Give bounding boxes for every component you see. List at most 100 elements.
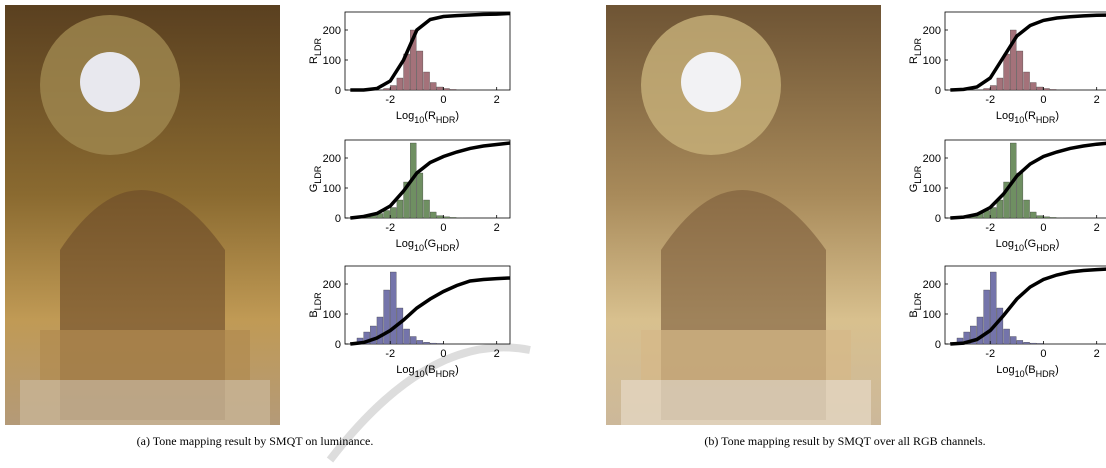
x-tick-label: 2 <box>1094 348 1100 360</box>
x-tick-label: 2 <box>494 222 500 234</box>
y-tick-label: 100 <box>323 183 341 195</box>
x-label-post: ) <box>456 238 460 250</box>
y-tick-label: 200 <box>923 25 941 37</box>
x-tick-label: 0 <box>440 348 446 360</box>
y-label-main: R <box>308 56 320 64</box>
bar <box>390 272 396 344</box>
bar <box>443 89 449 91</box>
bar <box>424 200 430 218</box>
y-label-main: G <box>308 184 320 193</box>
x-tick-label: 2 <box>494 348 500 360</box>
x-label-pre: Log <box>396 238 414 250</box>
photo-left <box>5 5 280 425</box>
y-tick-label: 100 <box>323 309 341 321</box>
caption: (a) Tone mapping result by SMQT on lumin… <box>137 434 374 448</box>
y-tick-label: 200 <box>323 279 341 291</box>
x-tick-label: -2 <box>985 94 995 106</box>
x-label-pre: Log <box>996 364 1014 376</box>
y-tick-label: 0 <box>935 339 941 351</box>
y-tick-label: 200 <box>923 153 941 165</box>
bar <box>1024 72 1030 90</box>
x-axis-label: Log10(GHDR) <box>396 238 460 253</box>
x-tick-label: 0 <box>440 94 446 106</box>
bar <box>1050 89 1056 90</box>
x-label-mid: (G <box>1024 238 1036 250</box>
bar <box>430 83 436 91</box>
y-label-main: B <box>308 310 320 317</box>
bar <box>997 308 1003 344</box>
bar <box>390 86 396 91</box>
x-label-sub: HDR <box>436 243 456 253</box>
y-tick-label: 200 <box>323 153 341 165</box>
x-tick-label: 0 <box>1040 222 1046 234</box>
x-tick-label: -2 <box>385 348 395 360</box>
bar <box>450 217 456 218</box>
y-axis-label: RLDR <box>308 38 323 64</box>
x-axis-label: Log10(BHDR) <box>396 364 459 379</box>
x-label-sub: HDR <box>1036 115 1056 125</box>
x-label-sub: HDR <box>436 369 456 379</box>
x-label-pre: Log <box>396 364 414 376</box>
bar <box>990 86 996 91</box>
bar <box>417 173 423 218</box>
y-label-sub: LDR <box>913 165 923 184</box>
x-label-post: ) <box>455 110 459 122</box>
x-label-sub: 10 <box>1015 369 1025 379</box>
x-tick-label: 0 <box>1040 94 1046 106</box>
figure: (a) Tone mapping result by SMQT on lumin… <box>0 0 1106 463</box>
y-tick-label: 200 <box>323 25 341 37</box>
x-tick-label: 2 <box>1094 94 1100 106</box>
x-label-pre: Log <box>996 110 1014 122</box>
bar <box>404 329 410 344</box>
bar <box>410 337 416 345</box>
y-tick-label: 100 <box>923 309 941 321</box>
bar <box>1030 343 1036 344</box>
y-tick-label: 0 <box>935 213 941 225</box>
bar <box>1043 217 1049 218</box>
bar <box>1037 87 1043 90</box>
x-label-pre: Log <box>996 238 1014 250</box>
x-tick-label: -2 <box>985 222 995 234</box>
bar <box>1017 51 1023 90</box>
y-tick-label: 0 <box>335 213 341 225</box>
bar <box>437 216 443 218</box>
x-tick-label: 2 <box>494 94 500 106</box>
bar <box>1030 83 1036 91</box>
y-tick-label: 100 <box>323 55 341 67</box>
x-tick-label: -2 <box>385 94 395 106</box>
x-tick-label: 0 <box>440 222 446 234</box>
bar <box>384 89 390 91</box>
x-label-post: ) <box>1056 238 1060 250</box>
x-label-mid: (B <box>425 364 436 376</box>
x-label-post: ) <box>1055 364 1059 376</box>
x-label-sub: 10 <box>414 243 424 253</box>
x-axis-label: Log10(RHDR) <box>996 110 1059 125</box>
bar <box>424 342 430 344</box>
y-axis-label: BLDR <box>908 292 923 318</box>
y-label-main: B <box>908 310 920 317</box>
x-axis-label: Log10(BHDR) <box>996 364 1059 379</box>
bar <box>1004 54 1010 90</box>
bar <box>1037 216 1043 218</box>
photo-right <box>606 5 881 425</box>
bar <box>1024 342 1030 344</box>
y-axis-label: GLDR <box>908 165 923 192</box>
bar <box>384 211 390 219</box>
y-tick-label: 200 <box>923 279 941 291</box>
bar <box>990 272 996 344</box>
bar <box>1050 217 1056 218</box>
bar <box>424 72 430 90</box>
x-label-sub: 10 <box>1014 115 1024 125</box>
y-tick-label: 0 <box>335 339 341 351</box>
x-label-mid: (B <box>1025 364 1036 376</box>
x-label-post: ) <box>1055 110 1059 122</box>
y-tick-label: 0 <box>335 85 341 97</box>
bar <box>1004 329 1010 344</box>
bar <box>443 217 449 218</box>
bar <box>417 340 423 344</box>
y-label-sub: LDR <box>313 165 323 184</box>
